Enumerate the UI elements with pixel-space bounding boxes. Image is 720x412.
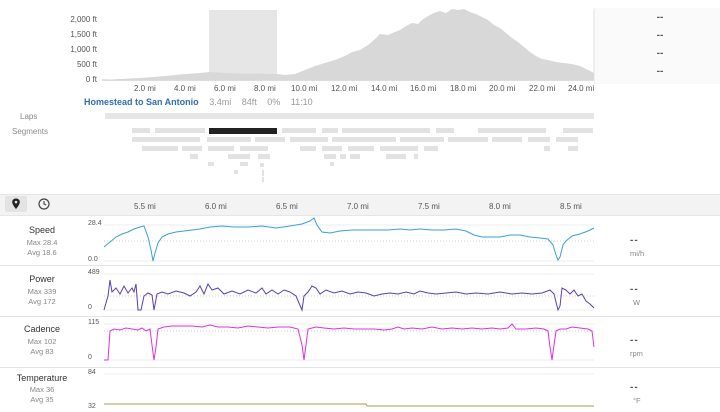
temperature-chart bbox=[104, 373, 594, 407]
elevation-x-label: 4.0 mi bbox=[174, 84, 196, 93]
elevation-x-label: 2.0 mi bbox=[134, 84, 156, 93]
power-chart bbox=[103, 273, 595, 312]
power-ymax: 489 bbox=[88, 269, 100, 276]
elevation-x-label: 22.0 mi bbox=[529, 84, 556, 93]
cadence-title: Cadence bbox=[23, 324, 61, 334]
elevation-y-label: 2,000 ft bbox=[70, 15, 97, 24]
elevation-x-label: 20.0 mi bbox=[489, 84, 516, 93]
distance-axis-label: 6.5 mi bbox=[276, 202, 298, 211]
elevation-x-label: 12.0 mi bbox=[331, 84, 358, 93]
elevation-x-label: 10.0 mi bbox=[291, 84, 318, 93]
distance-axis-label: 5.5 mi bbox=[134, 202, 156, 211]
speed-chart bbox=[103, 217, 595, 262]
cadence-chart bbox=[104, 323, 595, 361]
power-value: -- bbox=[630, 284, 639, 295]
power-unit: W bbox=[633, 298, 641, 307]
temperature-title: Temperature bbox=[16, 373, 68, 383]
segments-lanes[interactable] bbox=[0, 126, 720, 186]
speed-ymax: 28.4 bbox=[88, 220, 102, 227]
speed-avg: Avg 18.6 bbox=[27, 248, 57, 257]
elevation-x-label: 24.0 mi bbox=[568, 84, 595, 93]
elevation-stat-value: -- bbox=[656, 48, 664, 59]
distance-axis-label: 6.0 mi bbox=[205, 202, 227, 211]
speed-title: Speed bbox=[28, 225, 56, 235]
cadence-line bbox=[104, 323, 595, 361]
chart-toolbar bbox=[0, 194, 720, 216]
elevation-x-label: 6.0 mi bbox=[214, 84, 236, 93]
segment-distance: 3.4mi bbox=[209, 97, 232, 107]
location-pin-icon[interactable] bbox=[5, 196, 27, 212]
segment-time: 11:10 bbox=[290, 97, 313, 107]
segment-name-link[interactable]: Homestead to San Antonio bbox=[84, 97, 199, 107]
elevation-chart bbox=[102, 9, 595, 81]
speed-ymin: 0.0 bbox=[88, 256, 98, 263]
elevation-stat-value: -- bbox=[656, 12, 664, 23]
clock-icon[interactable] bbox=[33, 196, 55, 212]
speed-panel[interactable]: Speed Max 28.4 Avg 18.6 28.4 0.0 -- mi/h bbox=[0, 215, 720, 265]
laps-label: Laps bbox=[20, 112, 38, 121]
cadence-max: Max 102 bbox=[27, 337, 57, 346]
elevation-y-label: 500 ft bbox=[76, 60, 97, 69]
speed-max: Max 28.4 bbox=[26, 238, 58, 247]
elevation-stat-value: -- bbox=[656, 66, 664, 77]
elevation-x-label: 16.0 mi bbox=[410, 84, 437, 93]
temperature-line bbox=[104, 403, 594, 407]
cadence-panel[interactable]: Cadence Max 102 Avg 83 115 0 -- rpm bbox=[0, 317, 720, 367]
divider bbox=[0, 367, 720, 368]
distance-axis-label: 8.5 mi bbox=[560, 202, 582, 211]
distance-axis-label: 7.0 mi bbox=[347, 202, 369, 211]
elevation-side-panel bbox=[594, 8, 720, 84]
power-ymin: 0 bbox=[88, 304, 92, 311]
temperature-value: -- bbox=[630, 382, 639, 393]
distance-axis-label: 7.5 mi bbox=[418, 202, 440, 211]
distance-axis-label: 8.0 mi bbox=[489, 202, 511, 211]
segments-label: Segments bbox=[12, 127, 49, 136]
divider bbox=[0, 265, 720, 266]
lap-bar[interactable] bbox=[105, 113, 594, 119]
power-title: Power bbox=[29, 274, 55, 284]
elevation-area bbox=[102, 9, 594, 80]
temperature-unit: °F bbox=[633, 396, 641, 405]
elevation-profile[interactable]: 2,000 ft 1,500 ft 1,000 ft 500 ft 0 ft 2… bbox=[0, 0, 720, 93]
cadence-avg: Avg 83 bbox=[30, 347, 54, 356]
elevation-y-label: 0 ft bbox=[85, 75, 97, 84]
elevation-x-label: 14.0 mi bbox=[371, 84, 398, 93]
temperature-avg: Avg 35 bbox=[30, 395, 54, 404]
selected-segment-highlight bbox=[209, 10, 277, 80]
elevation-y-label: 1,000 ft bbox=[70, 45, 97, 54]
speed-line bbox=[103, 217, 595, 262]
temperature-ymin: 32 bbox=[88, 403, 96, 410]
temperature-ymax: 84 bbox=[88, 369, 96, 376]
elevation-y-label: 1,500 ft bbox=[70, 30, 97, 39]
elevation-x-label: 18.0 mi bbox=[450, 84, 477, 93]
speed-value: -- bbox=[630, 235, 639, 246]
power-max: Max 339 bbox=[27, 287, 57, 296]
segment-grade: 0% bbox=[267, 97, 281, 107]
divider bbox=[0, 316, 720, 317]
elevation-stat-value: -- bbox=[656, 30, 664, 41]
power-line bbox=[103, 279, 595, 312]
cadence-unit: rpm bbox=[630, 349, 643, 358]
temperature-max: Max 36 bbox=[29, 385, 55, 394]
cadence-ymin: 0 bbox=[88, 354, 92, 361]
segment-info: Homestead to San Antonio 3.4mi 84ft 0% 1… bbox=[84, 97, 313, 107]
cadence-ymax: 115 bbox=[88, 319, 100, 326]
speed-unit: mi/h bbox=[630, 249, 645, 258]
elevation-x-label: 8.0 mi bbox=[254, 84, 276, 93]
temperature-panel[interactable]: Temperature Max 36 Avg 35 84 32 -- °F bbox=[0, 368, 720, 412]
selected-segment-bar bbox=[209, 128, 277, 134]
cadence-value: -- bbox=[630, 335, 639, 346]
power-avg: Avg 172 bbox=[28, 297, 56, 306]
power-panel[interactable]: Power Max 339 Avg 172 489 0 -- W bbox=[0, 266, 720, 316]
segment-elevation: 84ft bbox=[241, 97, 257, 107]
